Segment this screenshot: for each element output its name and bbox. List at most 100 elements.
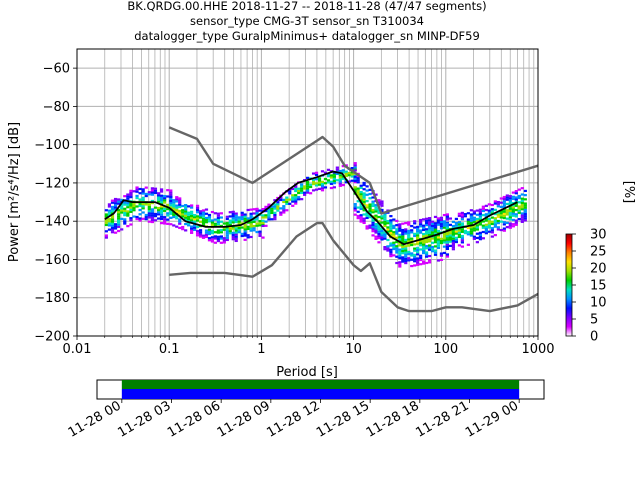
heatmap-cell — [261, 221, 265, 224]
heatmap-cell — [454, 217, 458, 220]
heatmap-cell — [389, 255, 393, 258]
heatmap-cell — [353, 209, 357, 212]
heatmap-cell — [436, 217, 441, 220]
heatmap-cell — [117, 202, 121, 205]
heatmap-cell — [117, 215, 121, 218]
heatmap-cell — [306, 189, 310, 192]
heatmap-cell — [347, 174, 351, 177]
heatmap-cell — [175, 196, 179, 199]
heatmap-cell — [113, 223, 118, 226]
heatmap-cell — [237, 218, 241, 221]
heatmap-cell — [410, 254, 414, 257]
heatmap-cell — [258, 232, 262, 235]
heatmap-cell — [159, 215, 164, 218]
heatmap-cell — [192, 214, 197, 217]
heatmap-cell — [181, 213, 185, 216]
heatmap-cell — [147, 214, 151, 217]
heatmap-cell — [368, 216, 372, 219]
heatmap-cell — [523, 194, 527, 197]
heatmap-cell — [427, 259, 432, 262]
heatmap-cell — [424, 245, 429, 248]
heatmap-cell — [368, 192, 372, 196]
heatmap-cell — [520, 214, 524, 217]
heatmap-cell — [163, 195, 167, 198]
heatmap-cell — [255, 230, 259, 234]
heatmap-cell — [377, 211, 381, 214]
heatmap-cell — [178, 201, 182, 204]
heatmap-cell — [389, 242, 393, 245]
heatmap-cell — [329, 176, 334, 179]
heatmap-cell — [184, 222, 188, 226]
heatmap-cell — [132, 190, 136, 193]
heatmap-cell — [163, 201, 167, 204]
heatmap-cell — [511, 195, 515, 198]
heatmap-cell — [416, 257, 420, 260]
heatmap-cell — [371, 234, 375, 237]
heatmap-cell — [392, 243, 396, 246]
heatmap-cell — [413, 232, 417, 235]
heatmap-cell — [190, 210, 194, 213]
heatmap-cell — [407, 236, 411, 239]
heatmap-cell — [514, 200, 518, 203]
heatmap-cell — [505, 196, 509, 199]
heatmap-cell — [150, 220, 154, 224]
heatmap-cell — [448, 234, 452, 237]
heatmap-cell — [204, 233, 209, 236]
heatmap-cell — [332, 175, 336, 178]
heatmap-cell — [413, 258, 417, 261]
heatmap-cell — [395, 236, 399, 239]
heatmap-cell — [159, 205, 164, 208]
noise-model-curve — [169, 221, 539, 313]
heatmap-cell — [285, 209, 289, 212]
heatmap-cell — [184, 210, 188, 213]
heatmap-cell — [436, 238, 441, 241]
heatmap-cell — [172, 215, 176, 219]
colorbar-ticks: 0 5 10 15 20 25 30 — [572, 228, 607, 345]
heatmap-cell — [430, 233, 435, 236]
heatmap-cell — [392, 254, 396, 257]
heatmap-cell — [126, 203, 130, 207]
heatmap-cell — [380, 236, 384, 239]
heatmap-cell — [442, 232, 447, 236]
heatmap-cell — [511, 223, 515, 226]
heatmap-cell — [163, 222, 167, 225]
heatmap-cell — [282, 205, 286, 208]
heatmap-cell — [204, 235, 209, 239]
heatmap-cell — [442, 239, 447, 242]
heatmap-cell — [511, 204, 515, 207]
heatmap-cell — [300, 189, 304, 192]
heatmap-cell — [380, 232, 384, 235]
heatmap-cell — [478, 231, 482, 234]
heatmap-cell — [505, 209, 509, 212]
heatmap-cell — [407, 223, 411, 226]
heatmap-cell — [190, 231, 194, 234]
x-axis-label: Period [s] — [276, 365, 338, 380]
heatmap-cell — [234, 237, 238, 240]
heatmap-cell — [496, 226, 500, 229]
heatmap-cell — [401, 231, 405, 234]
heatmap-cell — [297, 196, 301, 199]
heatmap-cell — [210, 221, 215, 224]
heatmap-cell — [404, 253, 408, 256]
heatmap-cell — [332, 179, 336, 183]
heatmap-cell — [234, 227, 238, 230]
heatmap-cell — [104, 234, 108, 237]
heatmap-cell — [237, 226, 241, 230]
heatmap-cell — [282, 209, 286, 212]
heatmap-cell — [398, 263, 402, 266]
heatmap-cell — [383, 218, 387, 221]
heatmap-cell — [120, 217, 124, 220]
heatmap-cell — [135, 190, 139, 193]
heatmap-cell — [490, 231, 494, 234]
heatmap-cell — [463, 231, 467, 235]
heatmap-cell — [129, 189, 133, 192]
heatmap-cell — [514, 202, 518, 205]
heatmap-cell — [427, 223, 432, 226]
heatmap-cell — [478, 210, 482, 213]
heatmap-cell — [169, 223, 173, 226]
heatmap-cell — [427, 238, 432, 241]
heatmap-cell — [433, 232, 438, 235]
heatmap-cell — [198, 210, 203, 213]
heatmap-cell — [433, 245, 438, 248]
heatmap-cell — [126, 212, 130, 215]
